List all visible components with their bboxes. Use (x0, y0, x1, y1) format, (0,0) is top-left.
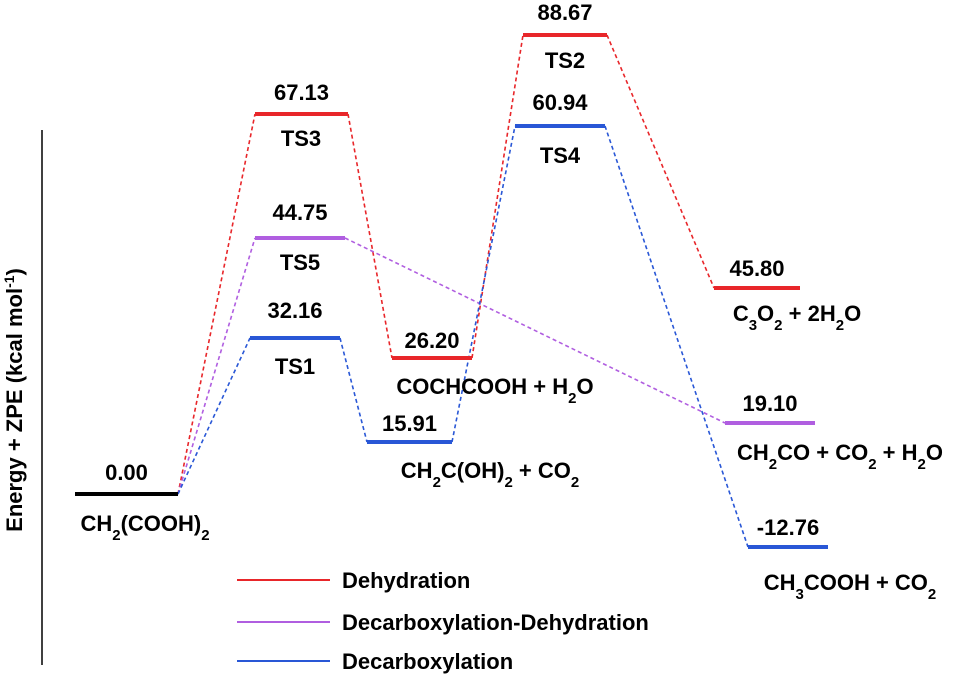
legend-label: Decarboxylation-Dehydration (342, 610, 649, 635)
state-label: TS1 (275, 354, 315, 379)
state-label: CH2C(OH)2 + CO2 (401, 458, 579, 491)
connector (451, 125, 516, 443)
state-label: CH2CO + CO2 + H2O (737, 440, 943, 473)
connector (177, 337, 251, 495)
value-label: 67.13 (274, 80, 329, 105)
state-label: TS4 (540, 143, 581, 168)
connector (339, 337, 368, 443)
connector (177, 113, 256, 495)
connector (606, 34, 715, 289)
state-label: CH2(COOH)2 (80, 511, 209, 544)
connector (347, 113, 393, 359)
value-label: 19.10 (742, 391, 797, 416)
connector (344, 237, 726, 424)
state-label: CH3COOH + CO2 (764, 570, 937, 603)
value-label: 45.80 (729, 256, 784, 281)
state-label: C3O2 + 2H2O (733, 301, 861, 334)
value-label: 15.91 (382, 411, 437, 436)
legend-label: Decarboxylation (342, 649, 513, 674)
value-label: 60.94 (532, 90, 588, 115)
value-label: 0.00 (105, 460, 148, 485)
y-axis-label: Energy + ZPE (kcal mol-1) (1, 268, 27, 532)
value-label: 44.75 (272, 200, 327, 225)
value-label: 32.16 (267, 298, 322, 323)
state-label: TS2 (545, 48, 585, 73)
connector (177, 237, 256, 495)
legend-label: Dehydration (342, 568, 470, 593)
state-label: TS5 (280, 250, 320, 275)
connector (604, 125, 749, 548)
value-label: 88.67 (537, 0, 592, 25)
state-label: COCHCOOH + H2O (396, 374, 593, 407)
connector (471, 34, 524, 359)
state-label: TS3 (281, 126, 321, 151)
value-label: 26.20 (404, 328, 459, 353)
value-label: -12.76 (757, 515, 819, 540)
